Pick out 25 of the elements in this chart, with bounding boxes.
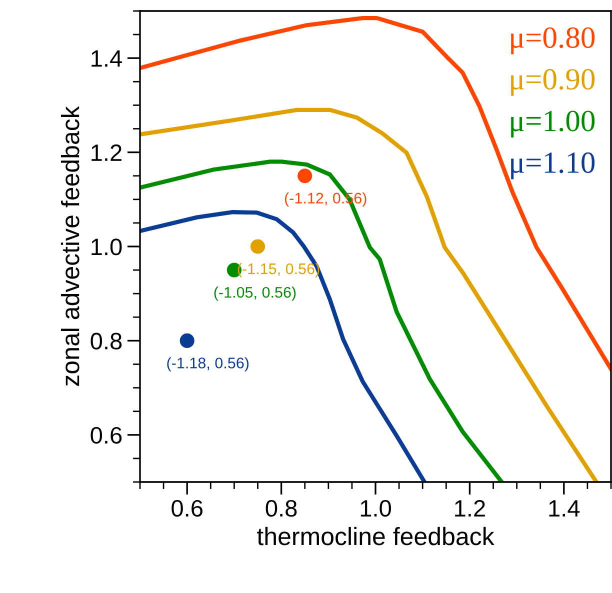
x-axis-title: thermocline feedback	[257, 526, 494, 546]
data-label: (-1.18, 0.56)	[167, 357, 249, 372]
text: μ=1.10	[511, 152, 595, 180]
x-tick-label: 0.6	[172, 500, 202, 517]
point	[298, 168, 312, 184]
line-series	[140, 160, 504, 482]
point	[180, 333, 194, 348]
x-tick-label: 0.8	[266, 500, 297, 517]
y-tick-label: 0.6	[90, 426, 122, 444]
point	[250, 239, 266, 254]
y-tick-label: 0.8	[90, 332, 122, 350]
y-tick-label: 1.0	[92, 238, 122, 256]
y-tick-label: 1.2	[92, 144, 122, 161]
text: μ=0.90	[511, 69, 595, 96]
x-tick-label: 1.4	[549, 500, 580, 516]
x-tick-label: 1.2	[455, 500, 485, 516]
line-series	[140, 16, 611, 372]
text: μ=1.00	[511, 110, 595, 138]
x-tick-label: 1.0	[360, 500, 391, 517]
data-label: (-1.05, 0.56)	[214, 286, 296, 301]
y-axis-title: zonal advective feedback	[60, 106, 80, 386]
line-series	[140, 210, 427, 482]
series-label: μ=0.80	[511, 27, 595, 54]
y-tick-label: 1.4	[92, 50, 122, 67]
line-series	[140, 108, 598, 482]
